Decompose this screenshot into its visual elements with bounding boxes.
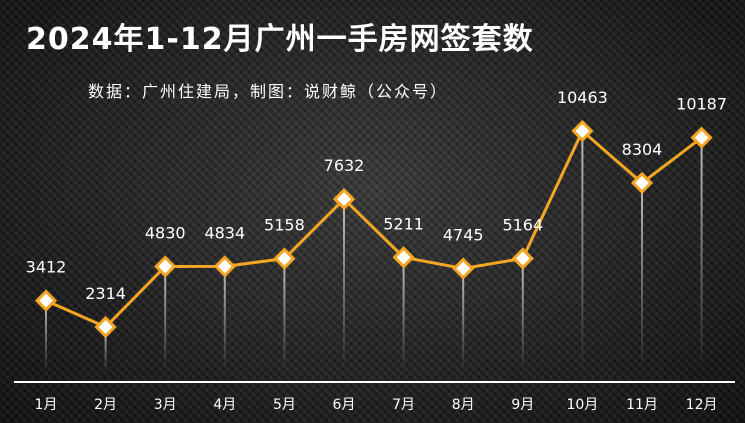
- data-point: [392, 246, 415, 269]
- data-label: 5164: [502, 215, 543, 234]
- drop-line: [521, 258, 524, 372]
- data-label: 8304: [622, 140, 663, 159]
- drop-line: [700, 137, 703, 372]
- data-label: 10463: [557, 88, 608, 107]
- drop-line: [641, 182, 643, 372]
- series-line: [45, 129, 703, 329]
- x-tick-label: 6月: [333, 397, 356, 413]
- data-label: 5158: [264, 216, 305, 235]
- x-tick-label: 5月: [273, 397, 296, 413]
- drop-line: [45, 300, 47, 372]
- drop-line: [223, 266, 226, 372]
- data-label: 4830: [145, 223, 186, 242]
- data-label: 10187: [676, 95, 727, 114]
- x-tick-label: 7月: [392, 397, 415, 413]
- drop-line: [283, 258, 286, 372]
- data-label: 3412: [26, 258, 67, 277]
- data-point: [690, 126, 713, 149]
- drop-line: [581, 131, 584, 372]
- drop-line: [164, 266, 167, 372]
- x-tick-label: 4月: [213, 397, 236, 413]
- x-tick-label: 9月: [511, 397, 534, 413]
- data-point: [630, 171, 654, 195]
- data-label: 7632: [324, 156, 365, 175]
- drop-line: [462, 268, 465, 372]
- data-point: [571, 119, 594, 143]
- x-tick-label: 8月: [452, 397, 475, 413]
- drop-line: [104, 327, 107, 372]
- x-tick-label: 3月: [154, 397, 177, 413]
- data-label: 4834: [204, 223, 245, 242]
- data-label: 5211: [383, 214, 424, 233]
- chart-subtitle: 数据：广州住建局，制图：说财鲸（公众号）: [88, 82, 449, 101]
- data-point: [213, 255, 236, 278]
- data-label: 2314: [85, 284, 126, 303]
- drop-line: [343, 199, 345, 372]
- data-label: 4745: [443, 226, 484, 245]
- data-point: [34, 289, 58, 312]
- data-point: [452, 257, 475, 280]
- x-tick-label: 12月: [686, 397, 718, 413]
- x-tick-label: 11月: [626, 397, 658, 413]
- chart-title: 2024年1-12月广州一手房网签套数: [26, 22, 534, 57]
- drop-line: [402, 257, 405, 372]
- data-point: [154, 255, 177, 278]
- x-tick-label: 10月: [566, 397, 598, 413]
- x-tick-label: 2月: [94, 397, 117, 413]
- data-point: [511, 247, 534, 270]
- data-point: [332, 187, 356, 211]
- data-point: [94, 315, 117, 339]
- data-point: [273, 247, 296, 270]
- x-tick-label: 1月: [35, 397, 58, 413]
